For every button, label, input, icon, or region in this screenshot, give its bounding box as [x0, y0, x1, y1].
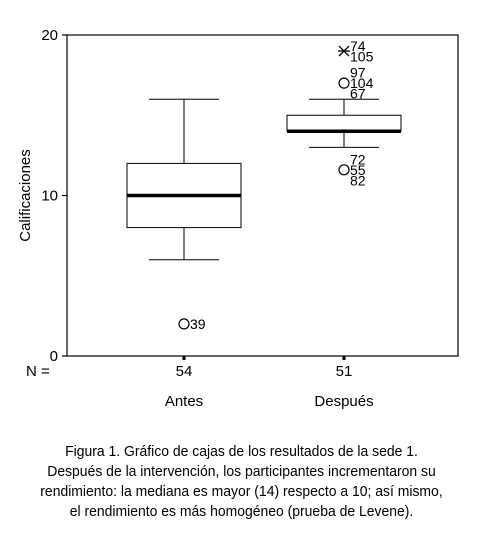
y-tick-label: 10	[41, 188, 58, 205]
outlier-label: 39	[190, 316, 206, 332]
plot-frame	[66, 34, 459, 357]
outlier-label: 74	[350, 38, 366, 54]
group-label: Antes	[165, 393, 203, 410]
outlier-label: 72	[350, 151, 366, 167]
n-prefix-label: N =	[26, 363, 50, 380]
outlier-circle-marker	[338, 77, 350, 89]
outlier-label: 97	[350, 65, 366, 81]
outlier-circle-marker	[178, 318, 190, 330]
y-axis-label: Calificaciones	[17, 149, 34, 242]
y-tick-label: 20	[41, 27, 58, 44]
outlier-label: 67	[350, 86, 366, 102]
outlier-circle-marker	[338, 164, 350, 176]
caption-line-3: rendimiento: la mediana es mayor (14) re…	[40, 483, 443, 500]
outlier-label: 55	[350, 162, 366, 178]
y-tick-label: 0	[50, 348, 58, 365]
outlier-label: 82	[350, 172, 366, 188]
boxplot-svg: 0 10 20 Calificaciones N = 54 Antes 39 51 Después…	[17, 27, 459, 410]
caption-line-1: Figura 1. Gráfico de cajas de los result…	[65, 443, 418, 460]
caption-line-4: el rendimiento es más homogéneo (prueba …	[69, 503, 414, 520]
iqr-box	[286, 114, 402, 132]
outlier-label: 104	[350, 75, 374, 91]
group-label: Después	[314, 393, 373, 410]
group-n-label: 51	[336, 363, 353, 380]
outlier-label: 105	[350, 48, 374, 64]
figure-caption: Figura 1. Gráfico de cajas de los result…	[26, 442, 457, 522]
group-n-label: 54	[176, 363, 193, 380]
boxplot-chart: 0 10 20 Calificaciones N = 54 Antes 39 51 Después…	[17, 27, 459, 410]
caption-line-2: Después de la intervención, los particip…	[47, 463, 436, 480]
